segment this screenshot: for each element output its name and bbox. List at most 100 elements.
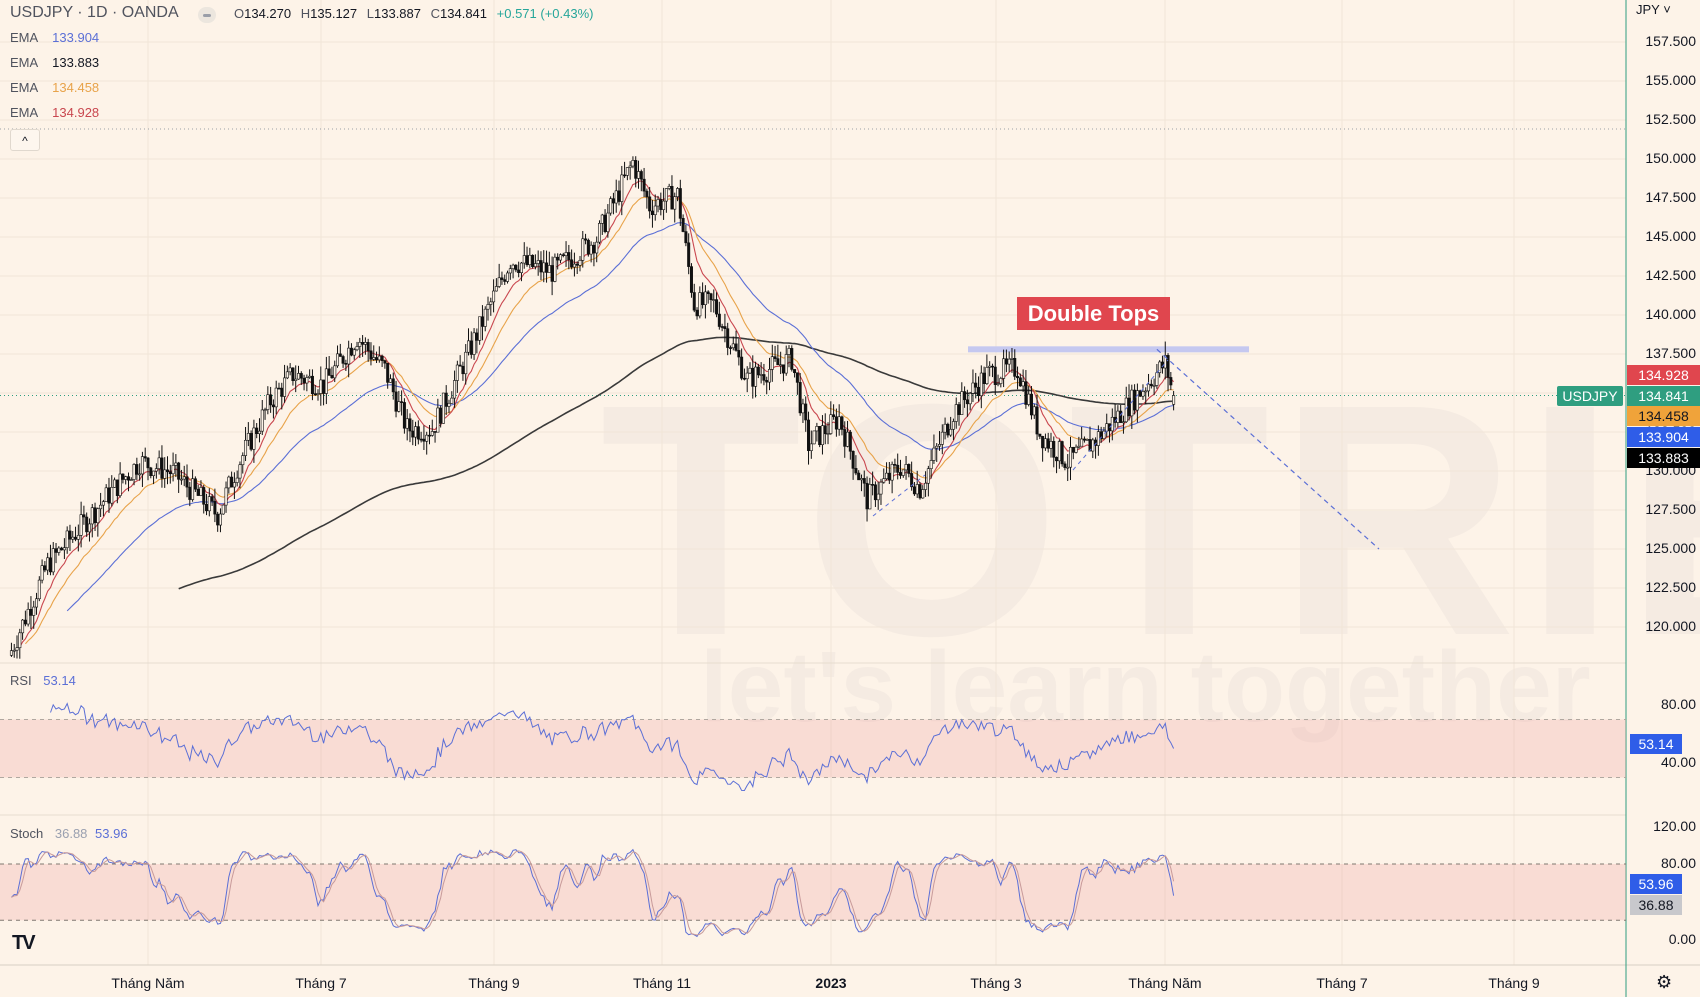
candle xyxy=(336,345,340,368)
ema-legend-2[interactable]: EMA 133.883 xyxy=(10,55,99,70)
candle-body xyxy=(1060,441,1064,465)
candle xyxy=(146,456,150,481)
candle xyxy=(768,357,772,391)
candle-body xyxy=(823,425,827,435)
candle xyxy=(308,369,312,379)
ema-200-line xyxy=(178,336,1174,590)
candle xyxy=(143,447,147,462)
stoch-legend[interactable]: Stoch 36.88 53.96 xyxy=(10,826,128,841)
candle-body xyxy=(107,487,111,504)
candle-body xyxy=(873,484,877,501)
candle-body xyxy=(388,378,392,383)
candle-body xyxy=(260,409,264,432)
candle xyxy=(820,415,824,455)
rsi-label: RSI xyxy=(10,673,32,688)
candle-body xyxy=(455,364,459,381)
candle xyxy=(37,576,41,602)
candle xyxy=(372,345,376,361)
hide-legend-toggle[interactable] xyxy=(198,7,216,23)
candle-body xyxy=(531,254,535,267)
candle-body xyxy=(896,464,900,473)
candle xyxy=(564,241,568,267)
candle-body xyxy=(166,469,170,473)
candle-body xyxy=(634,160,638,179)
candle xyxy=(23,610,27,627)
candle-body xyxy=(815,426,819,432)
candle xyxy=(430,419,434,437)
candle-body xyxy=(734,343,738,351)
candle xyxy=(751,355,755,399)
candle xyxy=(734,330,738,352)
candle-body xyxy=(494,286,498,292)
candle-body xyxy=(232,482,236,488)
candle xyxy=(244,426,248,461)
candle xyxy=(570,249,574,270)
candle-body xyxy=(550,265,554,282)
candle-body xyxy=(1147,383,1151,392)
candle xyxy=(985,354,989,385)
candle-body xyxy=(422,438,426,442)
rsi-band xyxy=(0,719,1626,778)
candle-body xyxy=(1105,423,1109,432)
candle xyxy=(561,252,565,258)
candle-body xyxy=(40,565,44,581)
candle-body xyxy=(140,456,144,475)
candle-body xyxy=(299,373,303,379)
settings-gear-icon[interactable]: ⚙ xyxy=(1656,972,1673,992)
candle-body xyxy=(957,404,961,415)
currency-selector[interactable]: JPY ˅ xyxy=(1636,2,1671,17)
candle-body xyxy=(352,349,356,356)
candle-body xyxy=(483,308,487,327)
candle-body xyxy=(441,392,445,424)
candle xyxy=(60,546,64,551)
candle xyxy=(1163,341,1167,380)
candle xyxy=(818,426,822,448)
candle xyxy=(762,363,766,386)
candle xyxy=(999,376,1003,388)
collapse-legend-button[interactable]: ^ xyxy=(10,129,40,151)
ema-legend-3[interactable]: EMA 134.458 xyxy=(10,80,99,95)
candle xyxy=(497,263,501,289)
candle xyxy=(483,306,487,332)
candle-body xyxy=(1077,445,1081,448)
candle xyxy=(425,431,429,455)
candle xyxy=(202,484,206,514)
candle-body xyxy=(871,484,875,486)
ema-price-tag-black: 133.883 xyxy=(1627,448,1700,468)
candle-body xyxy=(843,429,847,447)
candle-body xyxy=(54,548,58,553)
candle-body xyxy=(1127,397,1131,417)
price-axis-tick: 140.000 xyxy=(1645,306,1696,322)
rsi-legend[interactable]: RSI 53.14 xyxy=(10,673,76,688)
candle-body xyxy=(363,342,367,345)
symbol-title[interactable]: USDJPY · 1D · OANDA xyxy=(10,4,179,21)
candle xyxy=(319,366,323,406)
watermark-brand: TOTRIEU xyxy=(600,335,1700,704)
candle-body xyxy=(926,468,930,484)
double-tops-label[interactable]: Double Tops xyxy=(1017,297,1170,330)
tradingview-logo[interactable]: TV xyxy=(12,932,36,955)
candle-body xyxy=(425,434,429,442)
candle xyxy=(993,355,997,395)
ema-legend-1[interactable]: EMA 133.904 xyxy=(10,30,99,45)
price-axis-tick: 147.500 xyxy=(1645,189,1696,205)
candle xyxy=(439,405,443,428)
candle-body xyxy=(394,391,398,412)
candle xyxy=(461,361,465,381)
candle-body xyxy=(1088,439,1092,452)
candle xyxy=(890,461,894,494)
candle xyxy=(673,192,677,223)
candle-body xyxy=(723,326,727,330)
candle xyxy=(324,356,328,405)
candle-body xyxy=(439,407,443,424)
candle-body xyxy=(857,472,861,481)
candle-body xyxy=(695,309,699,317)
candle-body xyxy=(876,493,880,501)
candle xyxy=(893,458,897,473)
candle-body xyxy=(748,367,752,374)
candle-body xyxy=(776,358,780,366)
candle-body xyxy=(918,484,922,499)
candle-body xyxy=(737,350,741,358)
ema-legend-4[interactable]: EMA 134.928 xyxy=(10,105,99,120)
